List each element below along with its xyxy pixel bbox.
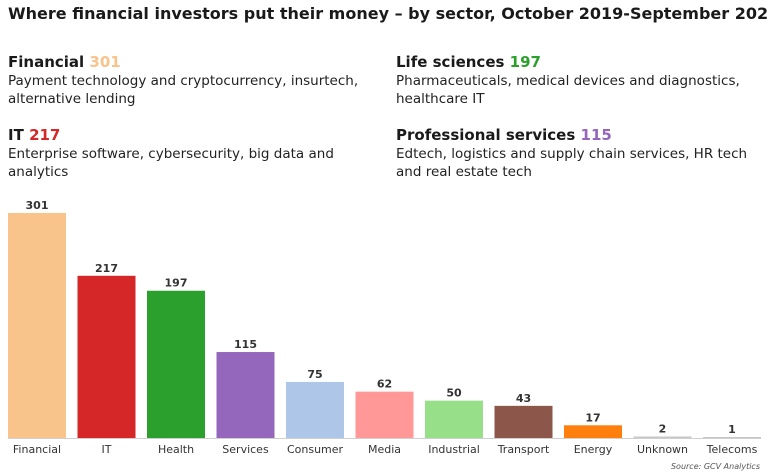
category-label: Telecoms [706,443,758,456]
category-label: Financial [13,443,61,456]
highlight-description: Pharmaceuticals, medical devices and dia… [396,73,740,107]
data-label: 43 [516,392,531,405]
highlight-heading: IT 217 [8,125,373,145]
bar-energy [564,425,622,438]
data-label: 75 [307,368,322,381]
highlight-name: IT [8,126,24,144]
category-label: Health [158,443,194,456]
highlight-description: Payment technology and cryptocurrency, i… [8,73,359,107]
bar-it [77,275,136,438]
data-label: 301 [26,199,49,212]
bar-consumer [286,381,344,438]
category-label: Transport [497,443,550,456]
category-label: Unknown [637,443,688,456]
bar-services [216,352,275,438]
category-label: IT [102,443,112,456]
highlight-value: 217 [29,126,61,144]
data-label: 197 [165,277,188,290]
highlight-value: 301 [89,53,121,71]
highlight-description: Enterprise software, cybersecurity, big … [8,146,334,180]
source-note: Source: GCV Analytics [670,462,760,471]
bar-health [147,290,205,438]
category-label: Services [222,443,269,456]
bar-industrial [425,400,483,438]
data-label: 50 [446,387,462,400]
data-label: 2 [659,423,667,436]
data-label: 1 [728,423,736,436]
category-label: Industrial [428,443,480,456]
highlight-name: Professional services [396,126,576,144]
category-label: Energy [574,443,613,456]
highlight-description: Edtech, logistics and supply chain servi… [396,146,748,180]
highlight-heading: Professional services 115 [396,125,761,145]
highlight-value: 197 [509,53,541,71]
highlight-life-sciences: Life sciences 197 Pharmaceuticals, medic… [396,52,761,108]
category-label: Media [368,443,401,456]
highlight-financial: Financial 301 Payment technology and cry… [8,52,373,108]
bar-unknown [633,436,692,438]
bar-transport [494,405,553,438]
highlight-value: 115 [580,126,612,144]
chart-title: Where financial investors put their mone… [8,4,768,23]
category-label: Consumer [287,443,344,456]
bar-telecoms [703,437,761,438]
highlight-heading: Life sciences 197 [396,52,761,72]
data-label: 217 [95,262,118,275]
highlight-heading: Financial 301 [8,52,373,72]
bar-financial [8,213,66,438]
data-label: 115 [234,338,257,351]
highlight-name: Financial [8,53,85,71]
data-label: 17 [585,411,600,424]
highlight-name: Life sciences [396,53,505,71]
highlight-it: IT 217 Enterprise software, cybersecurit… [8,125,373,181]
highlight-professional-services: Professional services 115 Edtech, logist… [396,125,761,181]
bar-media [355,391,414,438]
data-label: 62 [377,378,392,391]
